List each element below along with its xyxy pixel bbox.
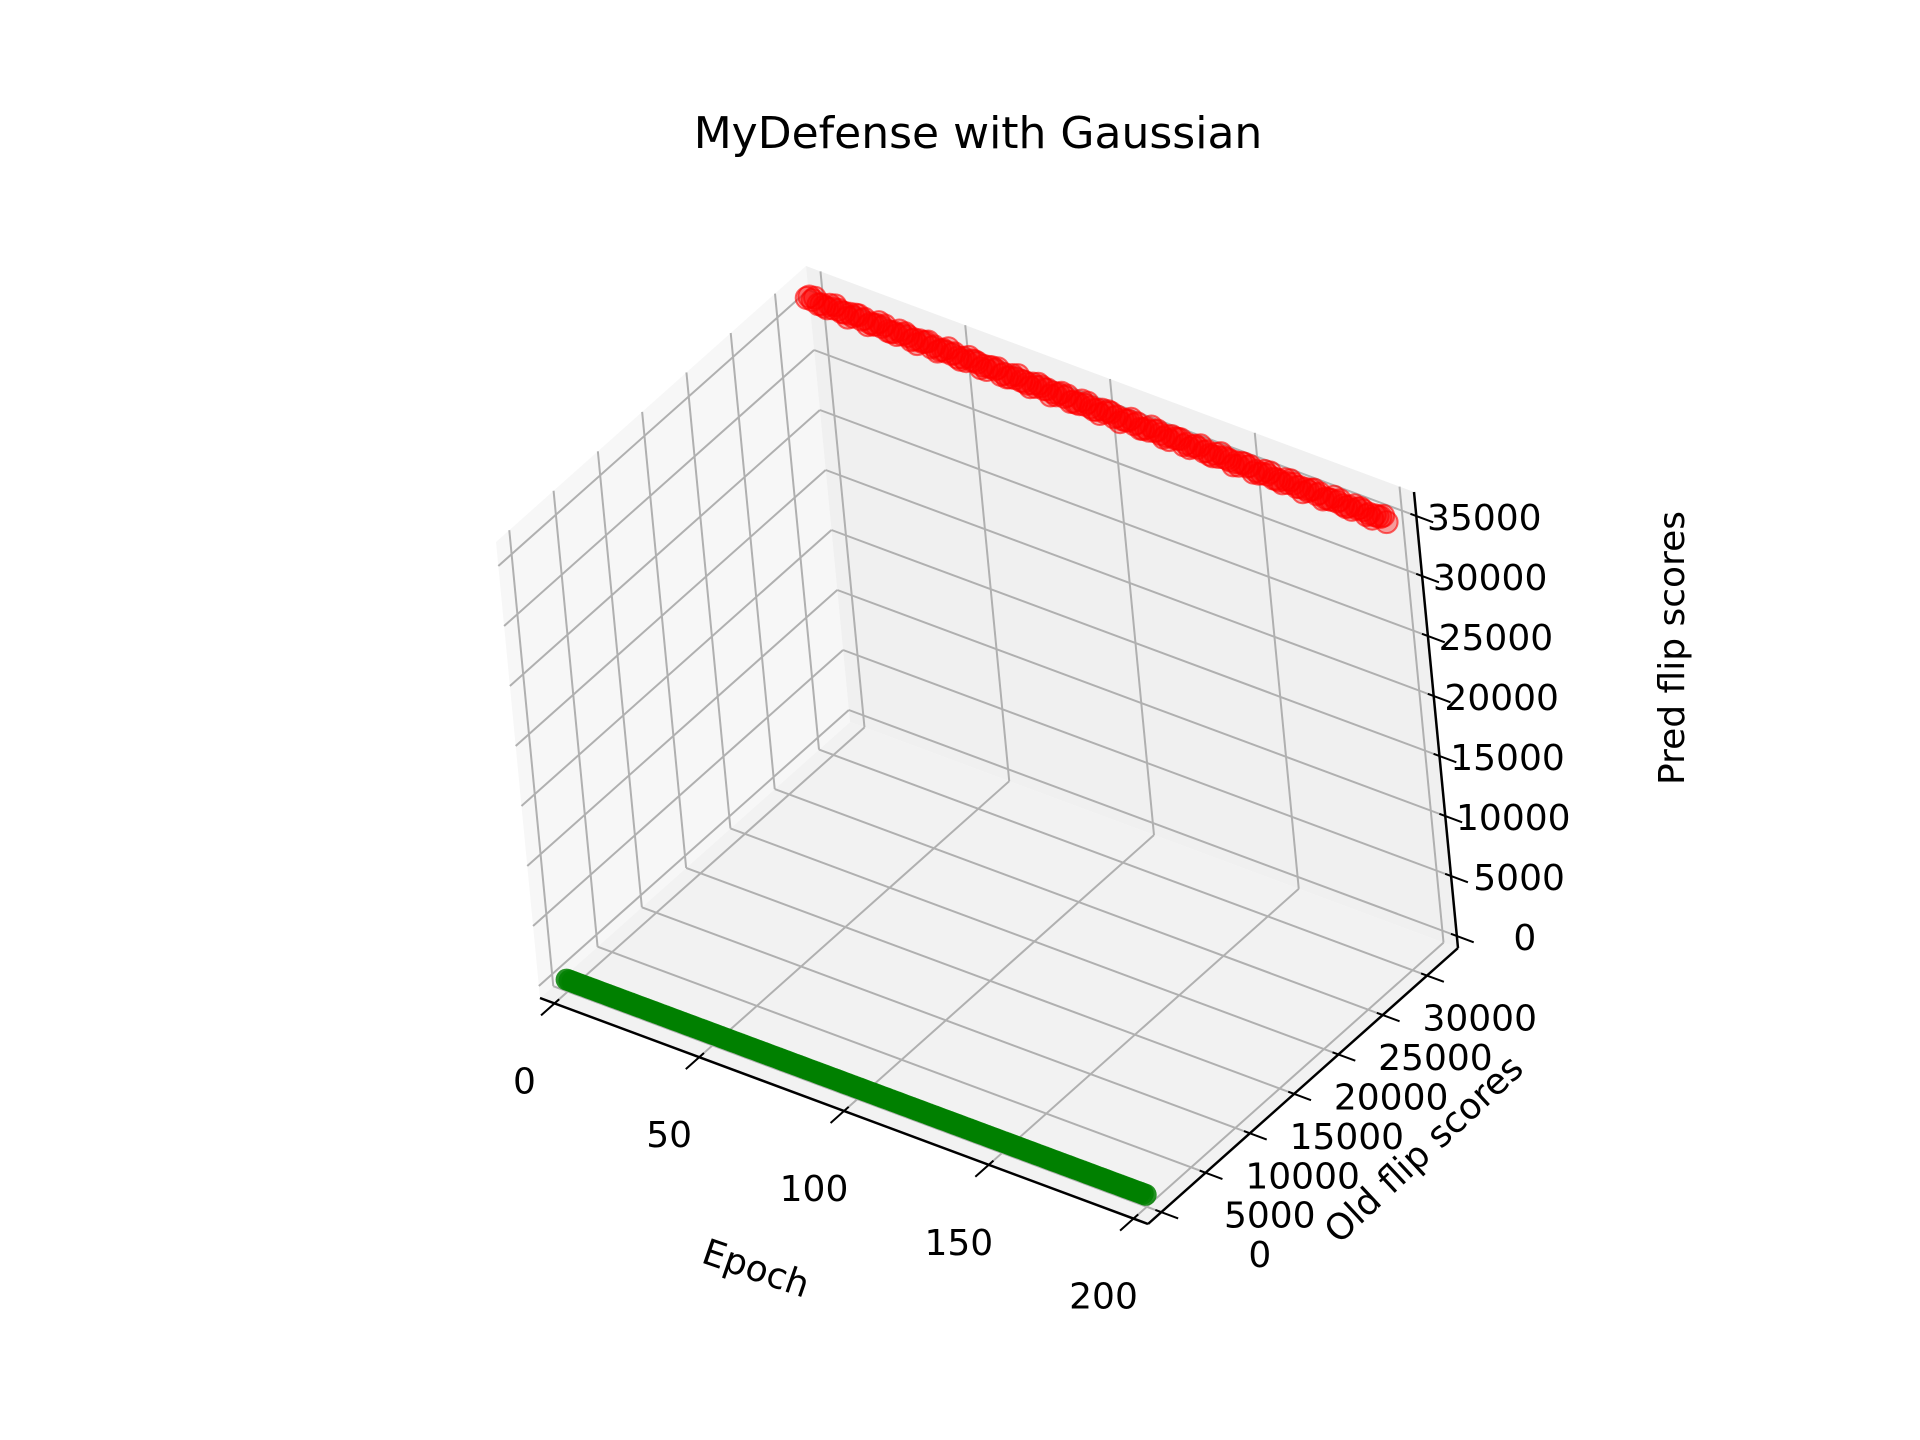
y-tick-mark (1199, 1169, 1223, 1180)
x-tick-mark (974, 1159, 995, 1178)
z-grid-line-back (825, 469, 1435, 697)
x-grid-line-floor (1132, 941, 1445, 1220)
x-tick-mark (829, 1106, 850, 1124)
z-grid-line-left (497, 289, 809, 567)
data-point (1374, 510, 1399, 535)
x-grid-line-back (819, 271, 866, 728)
y-tick-label: 25000 (1378, 1038, 1493, 1079)
y-grid-line-floor (641, 906, 1251, 1135)
y-tick-label: 5000 (1224, 1196, 1316, 1237)
y-tick-label: 10000 (1245, 1156, 1360, 1197)
x-tick-label: 50 (646, 1115, 692, 1156)
z-axis-line (1412, 491, 1460, 949)
z-grid-line-left (503, 349, 815, 627)
y-grid-line-left (552, 490, 599, 947)
y-tick-mark (1376, 1011, 1400, 1023)
z-tick-mark (1439, 812, 1463, 824)
y-axis-line (1147, 947, 1459, 1225)
z-grid-line-left (509, 409, 821, 687)
z-tick-mark (1444, 872, 1469, 884)
x-grid-line-floor (988, 888, 1300, 1166)
y-tick-label: 0 (1248, 1235, 1271, 1276)
y-grid-line-floor (597, 945, 1206, 1174)
z-grid-line-left (532, 649, 844, 927)
z-grid-line-back (848, 709, 1458, 937)
chart-title: MyDefense with Gaussian (694, 108, 1263, 159)
y-tick-mark (1155, 1209, 1179, 1220)
x-axis-label: Epoch (697, 1232, 815, 1307)
z-axis-label: Pred flip scores (1652, 511, 1693, 785)
y-grid-line-floor (774, 788, 1384, 1016)
z-tick-label: 20000 (1444, 678, 1559, 719)
y-tick-label: 30000 (1422, 999, 1537, 1040)
series-0 (555, 968, 1157, 1206)
y-tick-label: 15000 (1290, 1117, 1405, 1158)
z-grid-line-back (831, 529, 1440, 757)
y-tick-mark (1420, 972, 1445, 983)
y-grid-line-left (685, 372, 732, 829)
x-tick-label: 0 (513, 1061, 536, 1102)
y-grid-line-left (641, 411, 688, 868)
z-grid-line-left (538, 709, 850, 987)
x-tick-label: 150 (924, 1223, 993, 1264)
x-grid-line-floor (698, 780, 1010, 1058)
x-tick-label: 200 (1069, 1277, 1138, 1318)
series-1 (794, 284, 1399, 535)
y-tick-mark (1243, 1130, 1268, 1141)
tick-labels: 0501001502000500010000150002000025000300… (513, 498, 1571, 1318)
z-tick-label: 35000 (1427, 498, 1542, 539)
y-grid-line-floor (818, 748, 1428, 977)
data-points (555, 284, 1399, 1206)
x-grid-line-back (1109, 378, 1155, 836)
x-grid-line-floor (843, 834, 1155, 1112)
z-grid-line-left (515, 469, 827, 747)
y-tick-label: 20000 (1334, 1078, 1449, 1119)
axis-lines (539, 491, 1475, 1232)
z-tick-label: 0 (1513, 918, 1536, 959)
y-grid-line-floor (685, 866, 1295, 1095)
x-tick-mark (685, 1052, 705, 1070)
x-grid-line-back (1253, 432, 1300, 889)
z-tick-mark (1450, 932, 1475, 944)
z-tick-label: 10000 (1456, 798, 1571, 839)
y-tick-mark (1287, 1090, 1312, 1102)
z-tick-label: 15000 (1450, 738, 1565, 779)
y-grid-line-left (596, 451, 643, 908)
y-tick-mark (1332, 1051, 1356, 1062)
y-grid-line-floor (730, 827, 1339, 1056)
x-tick-mark (1119, 1213, 1139, 1232)
z-tick-label: 5000 (1473, 858, 1565, 899)
x-grid-line-back (964, 325, 1011, 782)
z-grid-line-back (813, 349, 1423, 577)
z-tick-mark (1427, 692, 1451, 704)
z-grid-line-left (526, 589, 838, 867)
y-grid-line-left (729, 332, 776, 790)
y-grid-line-left (508, 530, 555, 987)
data-point (1134, 1183, 1157, 1206)
x-grid-line-back (1398, 486, 1445, 943)
z-tick-mark (1433, 752, 1457, 764)
z-tick-mark (1421, 632, 1446, 644)
z-tick-mark (1415, 572, 1440, 584)
z-grid-line-back (819, 409, 1429, 637)
z-grid-line-back (836, 589, 1446, 817)
z-grid-line-left (520, 529, 833, 807)
z-tick-mark (1410, 512, 1434, 524)
x-tick-label: 100 (780, 1169, 849, 1210)
x-grid-line-floor (553, 726, 866, 1005)
z-grid-line-back (842, 649, 1452, 877)
y-grid-line-left (774, 293, 820, 750)
x-tick-mark (540, 998, 560, 1017)
z-tick-label: 30000 (1433, 558, 1548, 599)
z-tick-label: 25000 (1439, 618, 1554, 659)
